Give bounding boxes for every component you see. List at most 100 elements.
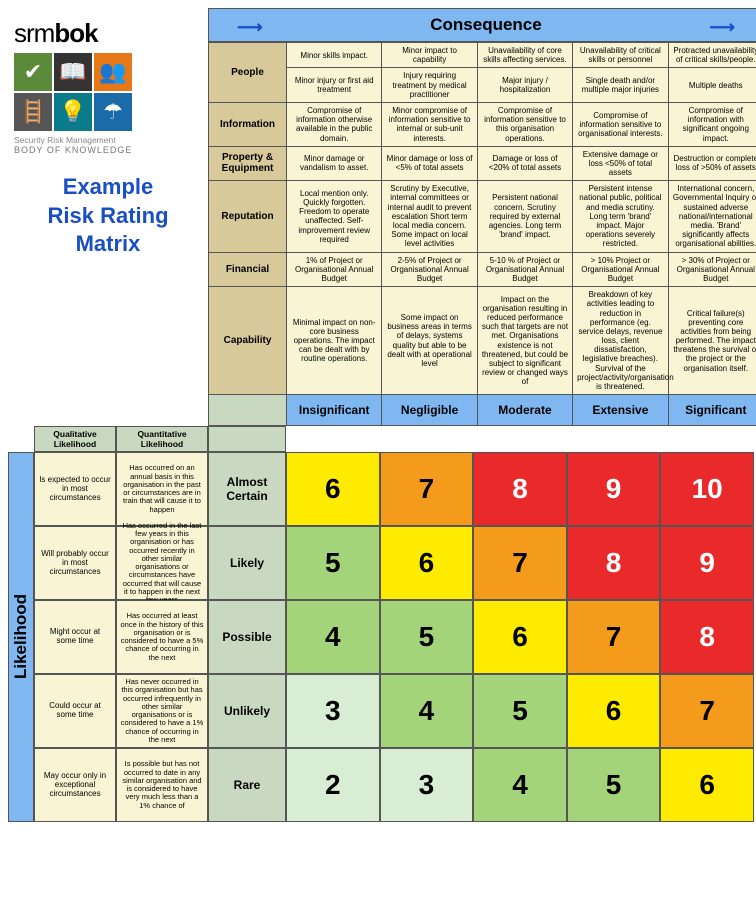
consequence-col-insignificant: Insignificant: [287, 395, 382, 426]
risk-cell-6: 6: [380, 526, 474, 600]
risk-cell-6: 6: [286, 452, 380, 526]
likelihood-row-almost-certain: Almost Certain: [208, 452, 286, 526]
risk-cell-7: 7: [567, 600, 661, 674]
desc-cell: Minor impact to capability: [382, 43, 477, 68]
likelihood-row-rare: Rare: [208, 748, 286, 822]
desc-cell: Minor injury or first aid treatment: [287, 68, 382, 103]
risk-cell-3: 3: [286, 674, 380, 748]
consequence-table: PeopleMinor skills impact.Minor impact t…: [208, 42, 756, 426]
desc-cell: 5-10 % of Project or Organisational Annu…: [477, 252, 572, 287]
consequence-header: ⟶ Consequence ⟶: [208, 8, 756, 42]
qual-rare: May occur only in exceptional circumstan…: [34, 748, 116, 822]
quant-possible: Has occurred at least once in the histor…: [116, 600, 208, 674]
desc-cell: Some impact on business areas in terms o…: [382, 287, 477, 395]
desc-cell: Local mention only. Quickly forgotten. F…: [287, 181, 382, 252]
quant-almost-certain: Has occurred on an annual basis in this …: [116, 452, 208, 526]
risk-cell-5: 5: [380, 600, 474, 674]
logo-block: srmbok ✔ 📖 👥 🪜 💡 ☂ Security Risk Managem…: [8, 8, 208, 426]
risk-cell-5: 5: [567, 748, 661, 822]
desc-cell: Injury requiring treatment by medical pr…: [382, 68, 477, 103]
desc-cell: Unavailability of critical skills or per…: [573, 43, 668, 68]
desc-cell: Major injury / hospitalization: [477, 68, 572, 103]
desc-cell: Minor compromise of information sensitiv…: [382, 102, 477, 146]
qual-possible: Might occur at some time: [34, 600, 116, 674]
qual-likelihood-header: Qualitative Likelihood: [34, 426, 116, 452]
qual-unlikely: Could occur at some time: [34, 674, 116, 748]
check-icon: ✔: [14, 53, 52, 91]
desc-cell: Protracted unavailability of critical sk…: [668, 43, 756, 68]
risk-cell-4: 4: [473, 748, 567, 822]
row-label-header: [208, 426, 286, 452]
page-title: ExampleRisk RatingMatrix: [14, 173, 202, 259]
desc-cell: Single death and/or multiple major injur…: [573, 68, 668, 103]
desc-cell: Multiple deaths: [668, 68, 756, 103]
quant-unlikely: Has never occurred in this organisation …: [116, 674, 208, 748]
desc-cell: 1% of Project or Organisational Annual B…: [287, 252, 382, 287]
category-property-equipment: Property & Equipment: [209, 146, 287, 181]
category-people: People: [209, 43, 287, 103]
risk-cell-7: 7: [473, 526, 567, 600]
likelihood-row-unlikely: Unlikely: [208, 674, 286, 748]
likelihood-header: Likelihood: [8, 452, 34, 822]
risk-cell-8: 8: [473, 452, 567, 526]
qual-likely: Will probably occur in most circumstance…: [34, 526, 116, 600]
desc-cell: Minimal impact on non-core business oper…: [287, 287, 382, 395]
desc-cell: Impact on the organisation resulting in …: [477, 287, 572, 395]
risk-cell-5: 5: [473, 674, 567, 748]
category-financial: Financial: [209, 252, 287, 287]
book-icon: 📖: [54, 53, 92, 91]
desc-cell: Compromise of information sensitive to o…: [573, 102, 668, 146]
logo-subtitle: Security Risk Management: [14, 135, 202, 145]
risk-cell-6: 6: [660, 748, 754, 822]
category-information: Information: [209, 102, 287, 146]
risk-cell-3: 3: [380, 748, 474, 822]
category-capability: Capability: [209, 287, 287, 395]
likelihood-row-likely: Likely: [208, 526, 286, 600]
consequence-col-significant: Significant: [668, 395, 756, 426]
desc-cell: > 10% Project or Organisational Annual B…: [573, 252, 668, 287]
logo-subtitle2: BODY OF KNOWLEDGE: [14, 145, 202, 155]
risk-cell-9: 9: [567, 452, 661, 526]
desc-cell: Unavailability of core skills affecting …: [477, 43, 572, 68]
risk-cell-6: 6: [567, 674, 661, 748]
arrow-right-icon: ⟶: [709, 17, 735, 38]
desc-cell: International concern, Governmental Inqu…: [668, 181, 756, 252]
qual-almost-certain: Is expected to occur in most circumstanc…: [34, 452, 116, 526]
risk-cell-4: 4: [286, 600, 380, 674]
risk-cell-8: 8: [567, 526, 661, 600]
risk-cell-7: 7: [660, 674, 754, 748]
risk-cell-7: 7: [380, 452, 474, 526]
risk-cell-9: 9: [660, 526, 754, 600]
risk-cell-10: 10: [660, 452, 754, 526]
arrow-left-icon: ⟶: [237, 17, 263, 38]
consequence-block: ⟶ Consequence ⟶ PeopleMinor skills impac…: [208, 8, 756, 426]
risk-cell-8: 8: [660, 600, 754, 674]
desc-cell: Critical failure(s) preventing core acti…: [668, 287, 756, 395]
desc-cell: Persistent national concern. Scrutiny re…: [477, 181, 572, 252]
desc-cell: Compromise of information sensitive to t…: [477, 102, 572, 146]
risk-cell-5: 5: [286, 526, 380, 600]
quant-likelihood-header: Quantitative Likelihood: [116, 426, 208, 452]
bulb-icon: 💡: [54, 93, 92, 131]
desc-cell: Compromise of information otherwise avai…: [287, 102, 382, 146]
consequence-col-extensive: Extensive: [573, 395, 668, 426]
risk-cell-2: 2: [286, 748, 380, 822]
consequence-col-moderate: Moderate: [477, 395, 572, 426]
desc-cell: Breakdown of key activities leading to r…: [573, 287, 668, 395]
risk-matrix: srmbok ✔ 📖 👥 🪜 💡 ☂ Security Risk Managem…: [8, 8, 748, 822]
ladder-icon: 🪜: [14, 93, 52, 131]
consequence-col-negligible: Negligible: [382, 395, 477, 426]
desc-cell: Persistent intense national public, poli…: [573, 181, 668, 252]
risk-cell-6: 6: [473, 600, 567, 674]
category-reputation: Reputation: [209, 181, 287, 252]
logo-icon-grid: ✔ 📖 👥 🪜 💡 ☂: [14, 53, 202, 131]
likelihood-block: Qualitative LikelihoodQuantitative Likel…: [8, 426, 756, 822]
desc-cell: Scrutiny by Executive, internal committe…: [382, 181, 477, 252]
quant-likely: Has occurred in the last few years in th…: [116, 526, 208, 600]
desc-cell: Destruction or complete loss of >50% of …: [668, 146, 756, 181]
logo-text: srmbok: [14, 18, 202, 49]
risk-cell-4: 4: [380, 674, 474, 748]
people-icon: 👥: [94, 53, 132, 91]
desc-cell: Minor damage or loss of <5% of total ass…: [382, 146, 477, 181]
desc-cell: Extensive damage or loss <50% of total a…: [573, 146, 668, 181]
